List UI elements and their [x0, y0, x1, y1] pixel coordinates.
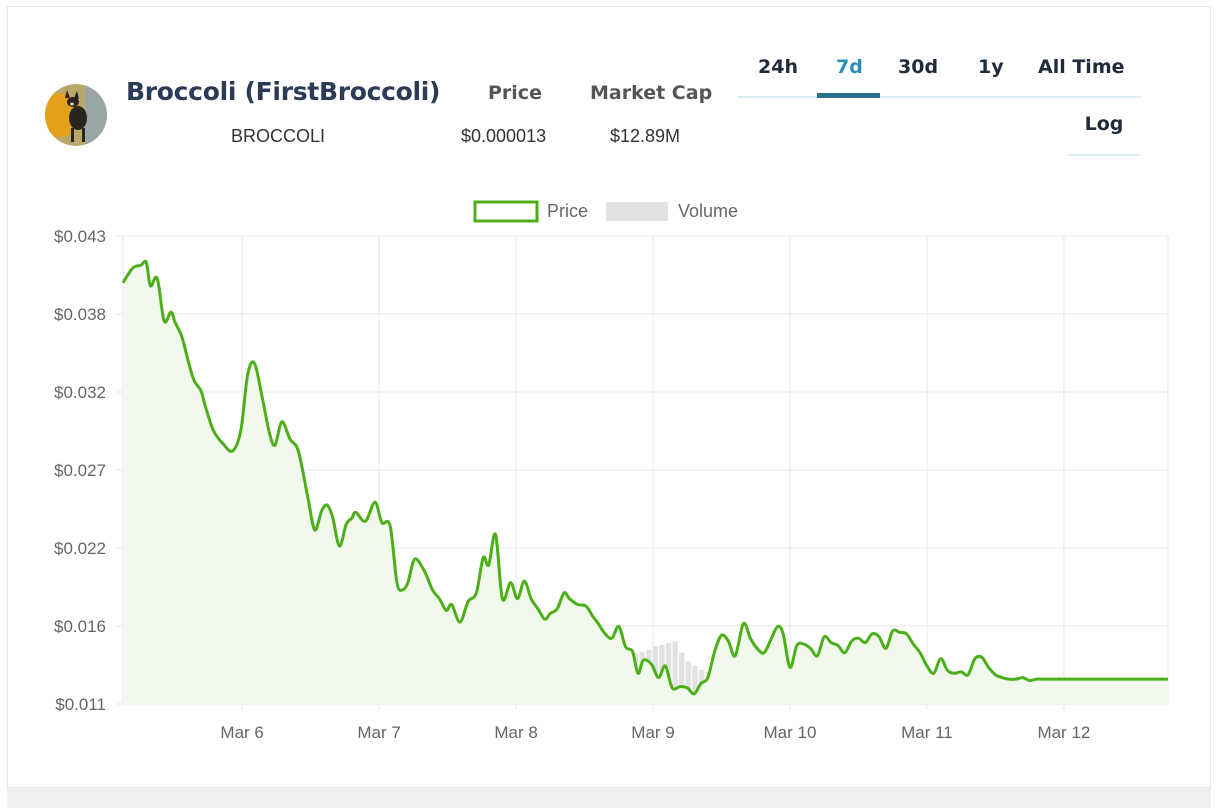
volume-bar	[692, 666, 698, 704]
x-tick-label: Mar 6	[220, 723, 263, 742]
legend-price-swatch	[473, 200, 539, 223]
tab-1y[interactable]: 1y	[978, 56, 1004, 78]
coin-symbol: BROCCOLI	[231, 126, 326, 146]
y-tick-label: $0.032	[54, 383, 106, 402]
y-tick-label: $0.022	[54, 539, 106, 558]
log-scale-toggle[interactable]: Log	[1067, 110, 1141, 156]
market-cap-value: $12.89M	[610, 126, 681, 146]
y-tick-label: $0.038	[54, 305, 106, 324]
coin-name: Broccoli (FirstBroccoli)	[126, 77, 441, 106]
x-tick-label: Mar 8	[494, 723, 537, 742]
legend-volume-label[interactable]: Volume	[678, 201, 738, 221]
price-area-fill	[123, 261, 1168, 704]
active-tab-indicator	[817, 93, 880, 98]
x-axis-ticks: Mar 6 Mar 7 Mar 8 Mar 9 Mar 10 Mar 11 Mar 12	[220, 723, 1090, 742]
x-tick-label: Mar 9	[631, 723, 674, 742]
coin-avatar	[45, 84, 107, 146]
market-cap-label: Market Cap	[590, 82, 713, 104]
x-tick-label: Mar 7	[357, 723, 400, 742]
x-tick-label: Mar 10	[764, 723, 817, 742]
price-label: Price	[488, 82, 542, 104]
tab-7d[interactable]: 7d	[836, 56, 863, 78]
volume-bar	[685, 661, 692, 704]
price-value: $0.000013	[461, 126, 547, 146]
tab-30d[interactable]: 30d	[898, 56, 939, 78]
x-tick-label: Mar 11	[901, 723, 953, 742]
legend-volume-swatch	[606, 202, 668, 221]
y-tick-label: $0.011	[55, 695, 106, 714]
volume-bar	[679, 652, 685, 704]
volume-bar	[672, 641, 678, 704]
y-tick-label: $0.016	[54, 617, 106, 636]
legend-price-label[interactable]: Price	[547, 201, 588, 221]
tab-24h[interactable]: 24h	[758, 56, 798, 78]
x-tick-label: Mar 12	[1037, 723, 1090, 742]
footer-strip	[7, 788, 1211, 808]
price-line	[121, 259, 1168, 696]
y-axis-ticks: $0.043 $0.038 $0.032 $0.027 $0.022 $0.016 $0.0…	[54, 227, 106, 714]
tab-all-time[interactable]: All Time	[1038, 56, 1125, 78]
chart-legend[interactable]: Price Volume	[473, 200, 738, 223]
y-tick-label: $0.027	[54, 461, 106, 480]
y-tick-label: $0.043	[54, 227, 106, 246]
range-tabs: 24h 7d 30d 1y All Time	[738, 52, 1141, 98]
dog-avatar-icon	[45, 84, 107, 146]
